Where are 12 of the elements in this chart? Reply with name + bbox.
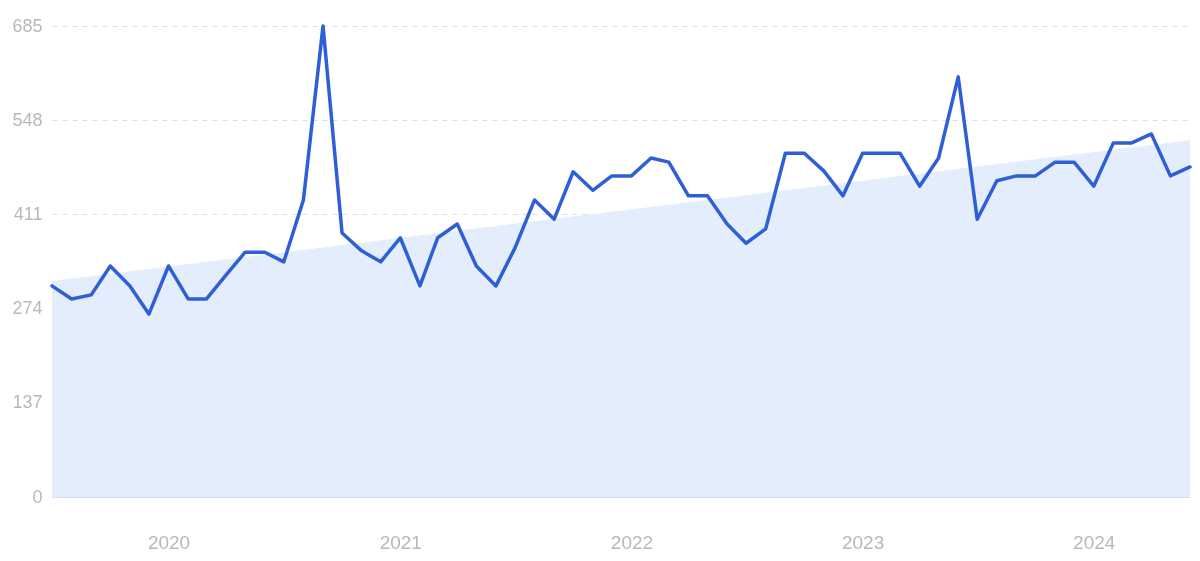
y-tick-label: 274 <box>12 298 43 319</box>
x-tick-label: 2023 <box>841 531 885 553</box>
y-tick-label: 0 <box>32 486 43 507</box>
x-tick-label: 2021 <box>379 531 422 553</box>
x-tick-label: 2024 <box>1073 531 1116 553</box>
x-tick-label: 2020 <box>147 531 191 553</box>
y-tick-label: 137 <box>12 392 43 413</box>
x-tick-label: 2022 <box>610 531 654 553</box>
line-series <box>50 24 1192 316</box>
y-tick-label: 548 <box>12 109 43 130</box>
y-tick-label: 685 <box>12 15 43 36</box>
y-tick-label: 411 <box>13 203 43 224</box>
